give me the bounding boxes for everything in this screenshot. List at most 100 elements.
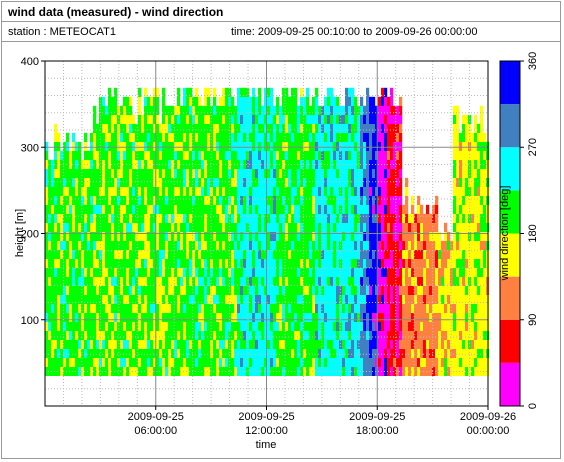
heatmap-cell: [330, 186, 334, 196]
heatmap-cell: [444, 258, 448, 268]
heatmap-cell: [165, 168, 169, 178]
heatmap-cell: [306, 276, 310, 286]
heatmap-cell: [219, 168, 223, 178]
heatmap-cell: [267, 96, 271, 106]
heatmap-cell: [306, 258, 310, 268]
heatmap-cell: [402, 366, 406, 376]
heatmap-cell: [84, 150, 88, 160]
heatmap-cell: [93, 132, 97, 142]
heatmap-cell: [408, 231, 412, 241]
heatmap-cell: [471, 141, 475, 151]
heatmap-cell: [351, 258, 355, 268]
heatmap-cell: [336, 294, 340, 304]
heatmap-cell: [363, 186, 367, 196]
heatmap-cell: [210, 267, 214, 277]
heatmap-cell: [183, 321, 187, 331]
heatmap-cell: [99, 222, 103, 232]
heatmap-cell: [174, 123, 178, 133]
heatmap-cell: [330, 168, 334, 178]
heatmap-cell: [198, 303, 202, 313]
heatmap-cell: [240, 141, 244, 151]
heatmap-cell: [162, 267, 166, 277]
heatmap-cell: [240, 294, 244, 304]
heatmap-cell: [258, 177, 262, 187]
heatmap-cell: [291, 123, 295, 133]
heatmap-cell: [264, 123, 268, 133]
heatmap-cell: [147, 348, 151, 358]
heatmap-cell: [330, 222, 334, 232]
heatmap-cell: [138, 195, 142, 205]
heatmap-cell: [231, 141, 235, 151]
heatmap-cell: [255, 249, 259, 259]
heatmap-cell: [270, 366, 274, 376]
heatmap-cell: [363, 312, 367, 322]
heatmap-cell: [141, 114, 145, 124]
heatmap-cell: [264, 213, 268, 223]
heatmap-cell: [141, 168, 145, 178]
heatmap-cell: [150, 348, 154, 358]
heatmap-cell: [357, 186, 361, 196]
heatmap-cell: [60, 366, 64, 376]
heatmap-cell: [420, 267, 424, 277]
heatmap-cell: [246, 267, 250, 277]
heatmap-cell: [363, 195, 367, 205]
heatmap-cell: [108, 366, 112, 376]
heatmap-cell: [90, 357, 94, 367]
heatmap-cell: [447, 339, 451, 349]
heatmap-cell: [150, 123, 154, 133]
heatmap-cell: [195, 213, 199, 223]
heatmap-cell: [411, 204, 415, 214]
heatmap-cell: [195, 114, 199, 124]
heatmap-cell: [204, 312, 208, 322]
heatmap-cell: [408, 366, 412, 376]
heatmap-cell: [450, 330, 454, 340]
heatmap-cell: [96, 240, 100, 250]
heatmap-cell: [189, 258, 193, 268]
heatmap-cell: [222, 141, 226, 151]
heatmap-cell: [315, 222, 319, 232]
heatmap-cell: [177, 150, 181, 160]
heatmap-cell: [207, 141, 211, 151]
heatmap-cell: [51, 258, 55, 268]
heatmap-cell: [75, 312, 79, 322]
heatmap-cell: [93, 285, 97, 295]
heatmap-cells: [45, 87, 490, 376]
heatmap-cell: [414, 357, 418, 367]
heatmap-cell: [96, 213, 100, 223]
heatmap-cell: [225, 87, 229, 97]
heatmap-cell: [354, 213, 358, 223]
heatmap-cell: [198, 312, 202, 322]
heatmap-cell: [207, 240, 211, 250]
heatmap-cell: [138, 213, 142, 223]
heatmap-cell: [249, 366, 253, 376]
heatmap-cell: [159, 348, 163, 358]
heatmap-cell: [456, 231, 460, 241]
heatmap-cell: [474, 303, 478, 313]
heatmap-cell: [126, 96, 130, 106]
heatmap-cell: [222, 240, 226, 250]
heatmap-cell: [351, 357, 355, 367]
heatmap-cell: [264, 267, 268, 277]
heatmap-cell: [120, 132, 124, 142]
heatmap-cell: [480, 105, 484, 115]
heatmap-cell: [153, 303, 157, 313]
heatmap-cell: [303, 285, 307, 295]
heatmap-cell: [168, 249, 172, 259]
heatmap-cell: [318, 303, 322, 313]
heatmap-cell: [267, 285, 271, 295]
heatmap-cell: [135, 276, 139, 286]
heatmap-cell: [258, 150, 262, 160]
heatmap-cell: [462, 321, 466, 331]
heatmap-cell: [333, 321, 337, 331]
heatmap-cell: [252, 213, 256, 223]
heatmap-cell: [429, 249, 433, 259]
heatmap-cell: [90, 321, 94, 331]
heatmap-cell: [75, 231, 79, 241]
heatmap-cell: [63, 249, 67, 259]
heatmap-cell: [450, 285, 454, 295]
heatmap-cell: [429, 294, 433, 304]
heatmap-cell: [264, 276, 268, 286]
heatmap-cell: [192, 132, 196, 142]
heatmap-cell: [306, 150, 310, 160]
heatmap-cell: [372, 276, 376, 286]
